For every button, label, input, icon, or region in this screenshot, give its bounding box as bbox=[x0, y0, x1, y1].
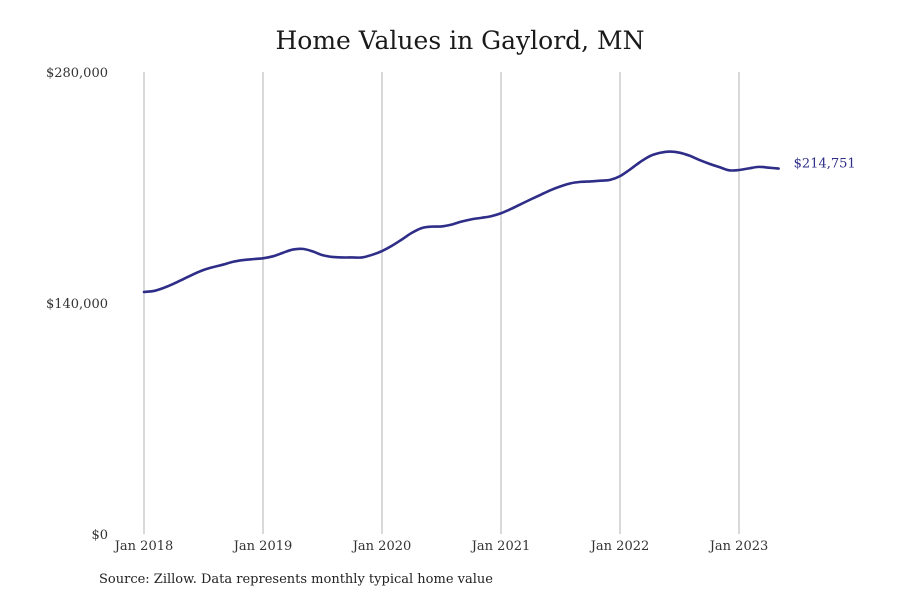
x-axis-tick-labels: Jan 2018 Jan 2019 Jan 2020 Jan 2021 Jan 2022… bbox=[113, 539, 769, 554]
x-tick-label: Jan 2018 bbox=[113, 539, 174, 554]
chart-title: Home Values in Gaylord, MN bbox=[275, 26, 645, 55]
x-tick-label: Jan 2019 bbox=[232, 539, 293, 554]
y-axis-tick-labels: $0 $140,000 $280,000 bbox=[46, 66, 108, 543]
x-tick-label: Jan 2020 bbox=[351, 539, 412, 554]
source-note: Source: Zillow. Data represents monthly … bbox=[99, 572, 493, 587]
gridlines bbox=[143, 72, 740, 534]
x-tick-label: Jan 2023 bbox=[708, 539, 769, 554]
end-value-label: $214,751 bbox=[794, 157, 856, 172]
x-tick-label: Jan 2021 bbox=[470, 539, 531, 554]
series-line bbox=[142, 150, 780, 294]
y-tick-label: $280,000 bbox=[46, 66, 108, 81]
y-tick-label: $140,000 bbox=[46, 297, 108, 312]
y-tick-label: $0 bbox=[91, 528, 108, 543]
x-tick-label: Jan 2022 bbox=[589, 539, 650, 554]
